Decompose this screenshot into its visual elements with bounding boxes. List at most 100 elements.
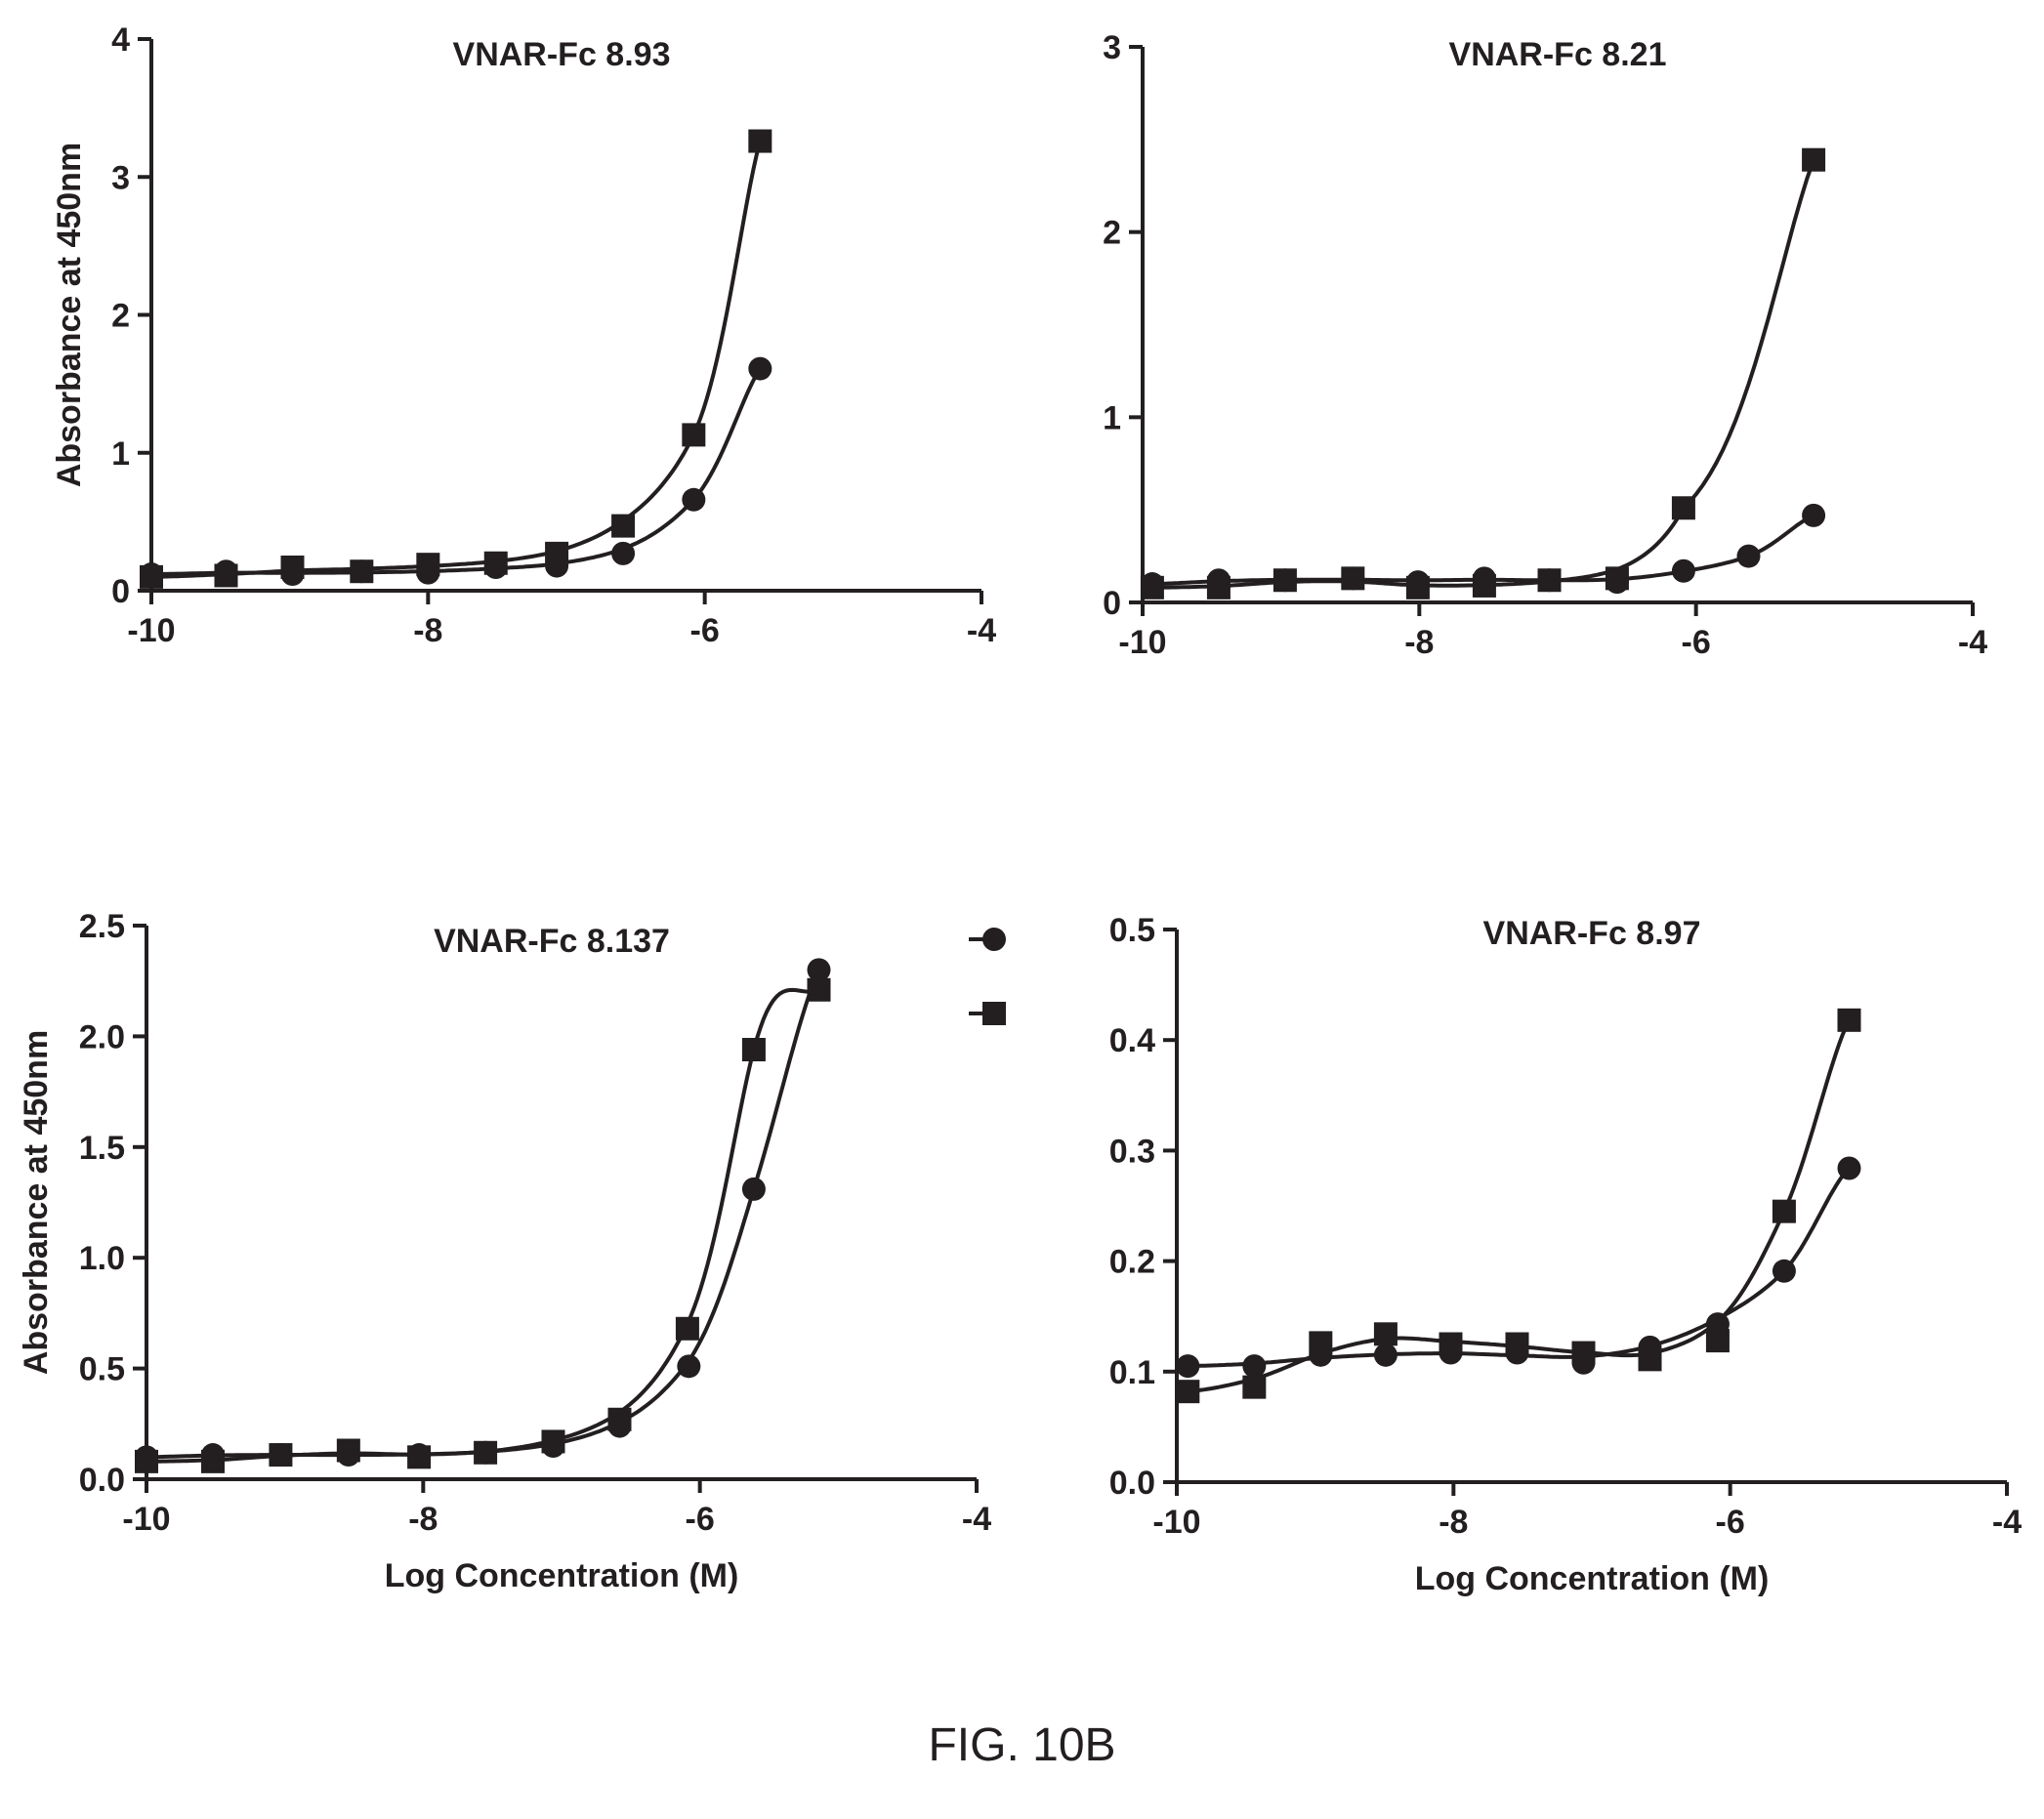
data-point-circle [741,1177,766,1201]
y-tick-label: 0.0 [1109,1465,1155,1502]
series-circle [135,958,831,1469]
chart-panel-3: 0.0 0.5 1.0 1.5 2.0 2.5 -10 -8 -6 -4 VNAR-Fc 8.137… [18,908,1006,1594]
x-tick-label: -4 [1958,624,1987,661]
x-tick-label: -6 [1682,624,1711,661]
data-point-square [201,1449,225,1473]
data-point-square [1176,1380,1200,1404]
data-point-square [1272,568,1297,593]
x-tick-label: -8 [413,612,442,649]
y-tick-label: 2 [1103,215,1121,252]
data-point-square [1537,568,1562,593]
data-point-circle [611,541,636,565]
data-point-square [214,563,238,588]
y-tick-label: 0.2 [1109,1244,1155,1281]
legend [969,928,1006,1025]
figure-caption: FIG. 10B [928,1719,1116,1771]
x-tick-label: -10 [127,612,175,649]
x-tick-label: -8 [1439,1504,1468,1541]
data-point-square [474,1440,498,1465]
y-tick-label: 1 [1103,399,1121,436]
data-point-square [1802,147,1826,172]
data-point-square [135,1449,158,1473]
series-circle [140,356,772,587]
x-tick-label: -4 [1992,1504,2022,1541]
chart-panel-4: 0.0 0.1 0.2 0.3 0.4 0.5 -10 -8 -6 -4 VNAR-Fc 8.97 L… [1109,912,2022,1597]
data-point-square [336,1438,360,1463]
chart-title: VNAR-Fc 8.137 [434,923,670,960]
y-tick-label: 2.5 [79,908,125,945]
data-point-square [407,1445,432,1469]
x-tick-label: -6 [1716,1504,1745,1541]
data-point-square [1671,496,1695,520]
series-curve [150,141,763,579]
data-point-square [807,977,831,1002]
chart-title: VNAR-Fc 8.93 [453,36,671,73]
y-tick-label: 0 [1103,585,1121,622]
data-point-circle [1772,1259,1796,1283]
x-tick-label: -8 [408,1501,438,1538]
x-tick-label: -8 [1404,624,1434,661]
data-point-circle [677,1354,701,1379]
x-tick-label: -4 [967,612,996,649]
legend-marker-circle [982,928,1006,951]
data-point-square [280,555,305,579]
data-point-square [607,1407,632,1431]
y-axis-label: Absorbance at 450nm [18,1030,55,1375]
x-tick-label: -4 [962,1501,991,1538]
x-axis-label: Log Concentration (M) [385,1557,739,1594]
y-tick-label: 0 [111,573,130,610]
data-point-circle [1242,1354,1267,1379]
data-point-square [741,1038,766,1062]
series-square [1176,1008,1861,1404]
data-point-square [1242,1375,1267,1399]
data-point-circle [682,487,706,512]
data-point-square [682,423,706,447]
y-tick-label: 0.3 [1109,1133,1155,1170]
data-point-square [1405,575,1430,599]
series-curve [151,367,763,576]
series-square [1140,147,1826,599]
data-point-square [350,559,374,584]
data-point-square [269,1443,293,1468]
y-tick-label: 0.5 [79,1351,125,1388]
data-point-circle [807,958,831,982]
y-tick-label: 4 [111,21,130,59]
data-point-square [1638,1347,1662,1372]
data-point-square [675,1316,699,1341]
data-point-square [1206,575,1231,599]
y-axis-label: Absorbance at 450nm [51,143,88,487]
data-point-square [1571,1341,1596,1365]
data-point-square [1439,1332,1463,1356]
y-tick-label: 0.1 [1109,1354,1155,1391]
data-point-square [1605,566,1629,591]
data-point-circle [1736,544,1761,568]
series-curve [1151,159,1815,590]
data-point-square [140,564,163,589]
data-point-circle [1373,1343,1397,1367]
data-point-square [1505,1332,1529,1356]
legend-marker-square [982,1002,1006,1025]
y-tick-label: 2 [111,298,130,335]
x-axis-label: Log Concentration (M) [1415,1560,1770,1597]
series-square [140,129,772,589]
series-square [135,977,831,1473]
y-tick-label: 1.0 [79,1240,125,1277]
data-point-square [611,514,636,538]
x-tick-label: -10 [1152,1504,1200,1541]
series-curve [146,987,820,1464]
chart-title: VNAR-Fc 8.97 [1483,915,1701,952]
data-point-square [416,553,440,577]
data-point-square [1472,573,1496,598]
chart-panel-2: 0 1 2 3 -10 -8 -6 -4 VNAR-Fc 8.21 [1103,29,1987,661]
data-point-circle [1837,1156,1861,1180]
y-tick-label: 1 [111,435,130,473]
data-point-square [1705,1329,1730,1353]
x-tick-label: -6 [690,612,720,649]
y-tick-label: 0.5 [1109,912,1155,949]
y-tick-label: 3 [1103,29,1121,66]
chart-panel-1: 0 1 2 3 4 -10 -8 -6 -4 VNAR-Fc 8.93 Absorbance at … [51,21,996,649]
data-point-square [541,1429,565,1454]
data-point-circle [748,356,772,381]
x-tick-label: -6 [686,1501,715,1538]
